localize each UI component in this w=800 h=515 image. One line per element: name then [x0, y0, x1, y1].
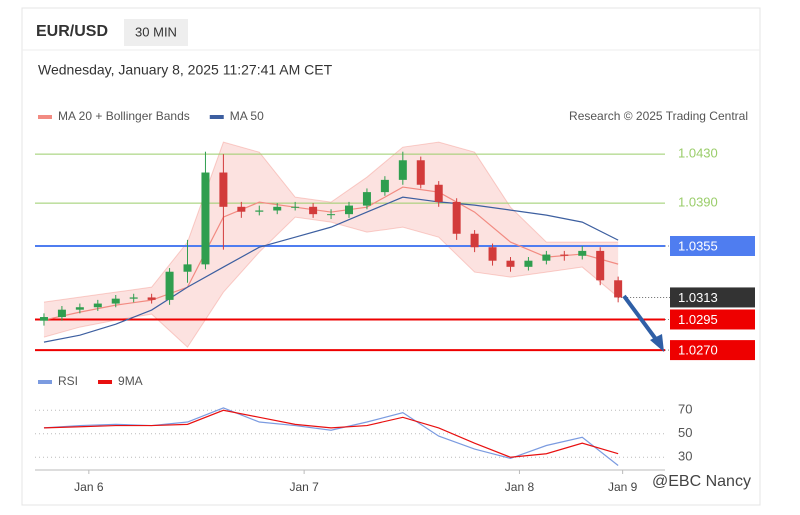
candle-body — [237, 206, 246, 212]
level-label: 1.0295 — [678, 312, 718, 327]
legend-swatch — [38, 115, 52, 119]
legend-swatch — [38, 380, 52, 384]
y-tick-label: 50 — [678, 425, 692, 440]
candle-body — [129, 297, 138, 299]
level-box — [670, 309, 755, 330]
frame — [21, 7, 761, 506]
candle-body — [524, 260, 533, 267]
candle-body — [327, 214, 336, 216]
x-tick-label: Jan 9 — [608, 480, 638, 494]
credit: Research © 2025 Trading Central — [569, 109, 748, 123]
candle-body — [183, 264, 192, 272]
level-label: 1.0390 — [678, 195, 718, 210]
candle-body — [345, 205, 353, 215]
candle-body — [560, 254, 569, 256]
level-label: 1.0430 — [678, 146, 718, 161]
candle-body — [488, 247, 497, 261]
candle-body — [39, 317, 48, 321]
level-label: 1.0313 — [678, 290, 718, 305]
candle-body — [93, 303, 102, 308]
candle-body — [75, 307, 84, 310]
candle-body — [398, 160, 407, 180]
band-lower — [43, 216, 619, 348]
level-label: 1.0355 — [678, 238, 718, 253]
candle-body — [362, 192, 371, 206]
candle-body — [111, 298, 120, 304]
candle-body — [596, 250, 605, 281]
arrow-head — [650, 334, 664, 352]
candle-body — [309, 206, 318, 215]
legend-swatch — [209, 115, 224, 119]
candle-body — [380, 179, 389, 193]
ma-line — [43, 196, 619, 343]
y-tick-label: 30 — [678, 449, 692, 464]
interval: 30 MIN — [135, 24, 177, 39]
band-upper — [43, 141, 619, 303]
band-fill — [43, 142, 619, 348]
candle-body — [578, 250, 587, 256]
legend-swatch — [98, 380, 113, 384]
legend-label: 9MA — [118, 374, 143, 388]
level-label: 1.0270 — [678, 343, 718, 358]
level-box — [670, 287, 755, 308]
level-box — [670, 340, 755, 361]
candle-body — [201, 172, 210, 265]
candle-body — [219, 172, 228, 207]
level-box — [670, 236, 755, 256]
candle-body — [434, 184, 443, 202]
legend-label: RSI — [58, 374, 78, 388]
rsi-line — [43, 409, 619, 458]
candle-body — [452, 201, 461, 234]
candle-body — [291, 206, 300, 208]
watermark: @EBC Nancy — [652, 473, 751, 490]
candle-body — [255, 210, 264, 212]
timestamp: Wednesday, January 8, 2025 11:27:41 AM C… — [38, 62, 333, 78]
candle-body — [273, 206, 282, 211]
symbol: EUR/USD — [36, 23, 108, 40]
candle-body — [416, 160, 425, 185]
interval-box — [124, 19, 188, 46]
candle-body — [57, 309, 66, 318]
x-tick-label: Jan 8 — [505, 480, 535, 494]
candle-body — [147, 297, 156, 300]
x-tick-label: Jan 7 — [289, 480, 319, 494]
candle-body — [542, 254, 551, 261]
legend-label: MA 20 + Bollinger Bands — [58, 109, 190, 123]
candle-body — [506, 260, 515, 267]
arrow — [622, 294, 660, 344]
y-tick-label: 70 — [678, 402, 692, 417]
legend-label: MA 50 — [230, 109, 264, 123]
candle-body — [614, 280, 623, 298]
candle-body — [470, 233, 479, 248]
x-tick-label: Jan 6 — [74, 480, 104, 494]
candle-body — [165, 271, 174, 300]
